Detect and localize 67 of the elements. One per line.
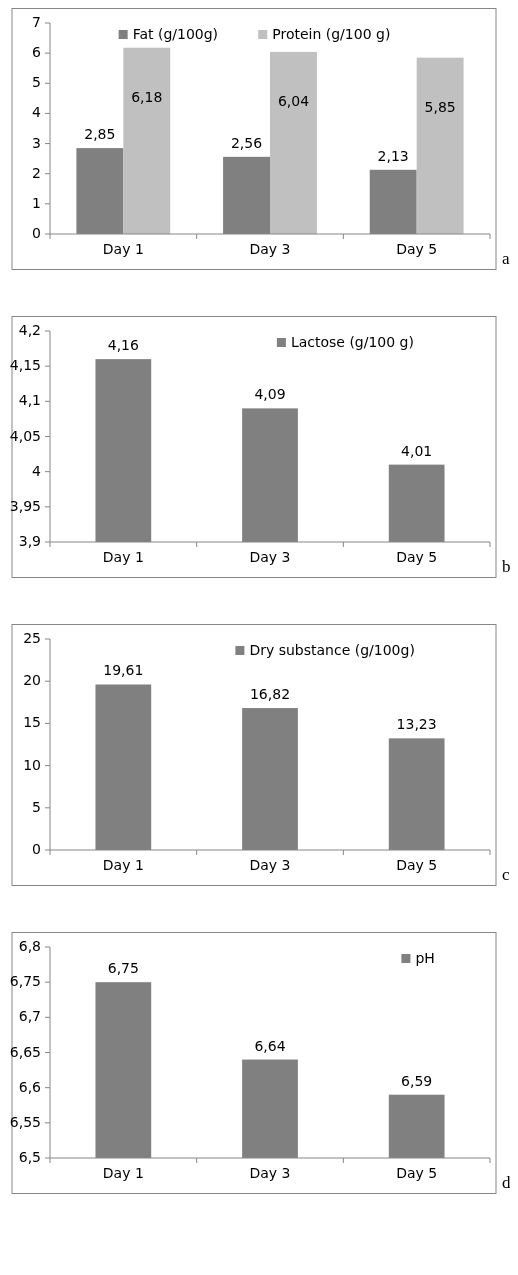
- data-label: 16,82: [249, 686, 291, 703]
- y-tick-label: 5: [32, 74, 41, 91]
- data-label: 5,85: [424, 98, 456, 115]
- text: b: [502, 557, 511, 576]
- data-label: 2,13: [377, 147, 409, 164]
- bar: [416, 57, 464, 234]
- y-tick-label: 3: [32, 134, 41, 151]
- y-tick-label: 6,75: [9, 973, 41, 990]
- text: a: [502, 249, 510, 268]
- y-tick-label: 6: [32, 44, 42, 61]
- data-label: 6,75: [107, 960, 139, 977]
- x-tick-label: Day 3: [249, 1165, 291, 1181]
- data-label: 2,85: [84, 126, 116, 143]
- y-tick-label: 2: [32, 164, 41, 181]
- legend-label: Dry substance (g/100g): [249, 642, 415, 658]
- y-tick-label: 6,5: [18, 1149, 41, 1165]
- data-label: 6,64: [254, 1037, 286, 1054]
- data-label: 4,09: [254, 386, 286, 403]
- y-tick-label: 6,7: [18, 1008, 41, 1025]
- y-tick-label: 6,55: [9, 1113, 41, 1130]
- y-tick-label: 4,2: [18, 322, 41, 338]
- x-tick-label: Day 5: [396, 241, 438, 257]
- y-tick-label: 4,1: [18, 392, 41, 409]
- x-tick-label: Day 1: [102, 241, 144, 257]
- y-tick-label: 15: [23, 714, 41, 731]
- y-tick-label: 25: [23, 630, 41, 646]
- x-tick-label: Day 1: [102, 549, 144, 565]
- legend-label: Lactose (g/100 g): [290, 334, 414, 350]
- data-label: 4,01: [401, 442, 433, 459]
- y-tick-label: 6,8: [18, 938, 41, 954]
- x-tick-label: Day 5: [396, 1165, 438, 1181]
- data-label: 6,59: [401, 1072, 433, 1089]
- y-tick-label: 3,95: [9, 497, 41, 514]
- y-tick-label: 7: [32, 14, 41, 30]
- data-label: 6,18: [131, 88, 163, 105]
- text: c: [502, 865, 510, 884]
- data-label: 19,61: [103, 662, 144, 679]
- y-tick-label: 0: [32, 841, 41, 857]
- x-tick-label: Day 3: [249, 241, 291, 257]
- data-label: 2,56: [230, 134, 263, 151]
- y-tick-label: 6,65: [9, 1043, 41, 1060]
- x-tick-label: Day 1: [102, 857, 144, 873]
- data-label: 6,04: [277, 92, 310, 109]
- x-tick-label: Day 1: [102, 1165, 144, 1181]
- legend-label: pH: [415, 950, 435, 966]
- data-label: 4,16: [107, 337, 140, 354]
- y-tick-label: 0: [32, 225, 41, 241]
- y-tick-label: 10: [23, 756, 41, 773]
- legend-label: Protein (g/100 g): [272, 26, 391, 42]
- x-tick-label: Day 5: [396, 857, 438, 873]
- legend-label: Fat (g/100g): [132, 26, 219, 42]
- y-tick-label: 3,9: [18, 533, 41, 549]
- y-tick-label: 4: [32, 462, 42, 479]
- x-tick-label: Day 5: [396, 549, 438, 565]
- bar: [123, 47, 171, 234]
- x-tick-label: Day 3: [249, 549, 291, 565]
- y-tick-label: 1: [32, 194, 41, 211]
- y-tick-label: 20: [23, 672, 41, 689]
- y-tick-label: 4: [32, 104, 42, 121]
- text: d: [502, 1173, 511, 1192]
- y-tick-label: 4,15: [9, 357, 41, 374]
- y-tick-label: 6,6: [18, 1078, 42, 1095]
- y-tick-label: 5: [32, 798, 41, 815]
- y-tick-label: 4,05: [9, 427, 41, 444]
- bar: [270, 51, 317, 234]
- data-label: 13,23: [396, 716, 437, 733]
- x-tick-label: Day 3: [249, 857, 291, 873]
